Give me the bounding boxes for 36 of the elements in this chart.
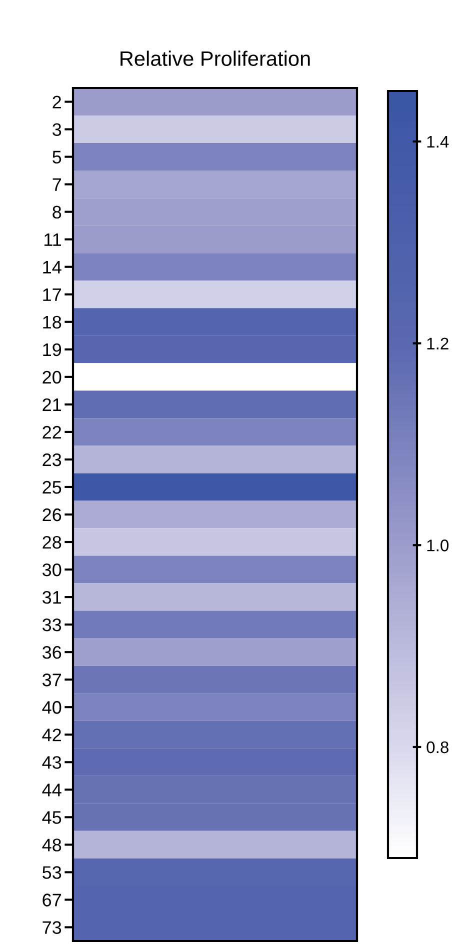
y-tick-label: 67	[42, 894, 61, 906]
y-tick-label: 21	[42, 398, 62, 411]
y-tick-label: 8	[52, 206, 62, 219]
y-tick-label: 18	[43, 316, 62, 329]
y-tick-label: 19	[43, 343, 62, 356]
y-tick-label: 31	[42, 590, 62, 604]
y-tick-label: 73	[42, 921, 62, 934]
y-tick-label: 53	[42, 866, 62, 879]
y-tick-label: 28	[42, 536, 62, 549]
y-tick-label: 20	[42, 370, 62, 384]
y-tick-label: 11	[44, 233, 62, 246]
y-tick-label: 25	[42, 480, 62, 494]
y-tick-label: 48	[42, 838, 62, 852]
y-tick-label: 5	[52, 150, 62, 164]
y-tick-label: 26	[42, 508, 62, 522]
y-tick-label: 22	[42, 426, 61, 438]
color-bar-label: 1.0	[427, 540, 449, 552]
y-tick-label: 30	[42, 563, 62, 576]
y-tick-label: 44	[42, 784, 62, 796]
y-tick-label: 36	[42, 646, 62, 659]
y-tick-label: 40	[42, 701, 62, 714]
color-bar-label: 1.4	[427, 136, 449, 148]
y-tick-label: 17	[43, 288, 61, 301]
y-tick-label: 42	[42, 728, 61, 742]
y-tick-label: 7	[52, 178, 61, 191]
chart-title: Relative Proliferation	[120, 50, 310, 66]
y-tick-label: 3	[52, 123, 62, 136]
y-tick-label: 23	[42, 453, 62, 466]
y-tick-label: 43	[42, 756, 62, 769]
y-tick-label: 37	[42, 674, 61, 686]
color-bar-label: 1.2	[427, 338, 448, 350]
y-tick-label: 2	[52, 96, 61, 108]
color-bar-label: 0.8	[426, 741, 448, 754]
y-tick-label: 45	[42, 811, 62, 824]
y-tick-label: 33	[42, 618, 62, 632]
y-tick-label: 14	[43, 260, 62, 274]
